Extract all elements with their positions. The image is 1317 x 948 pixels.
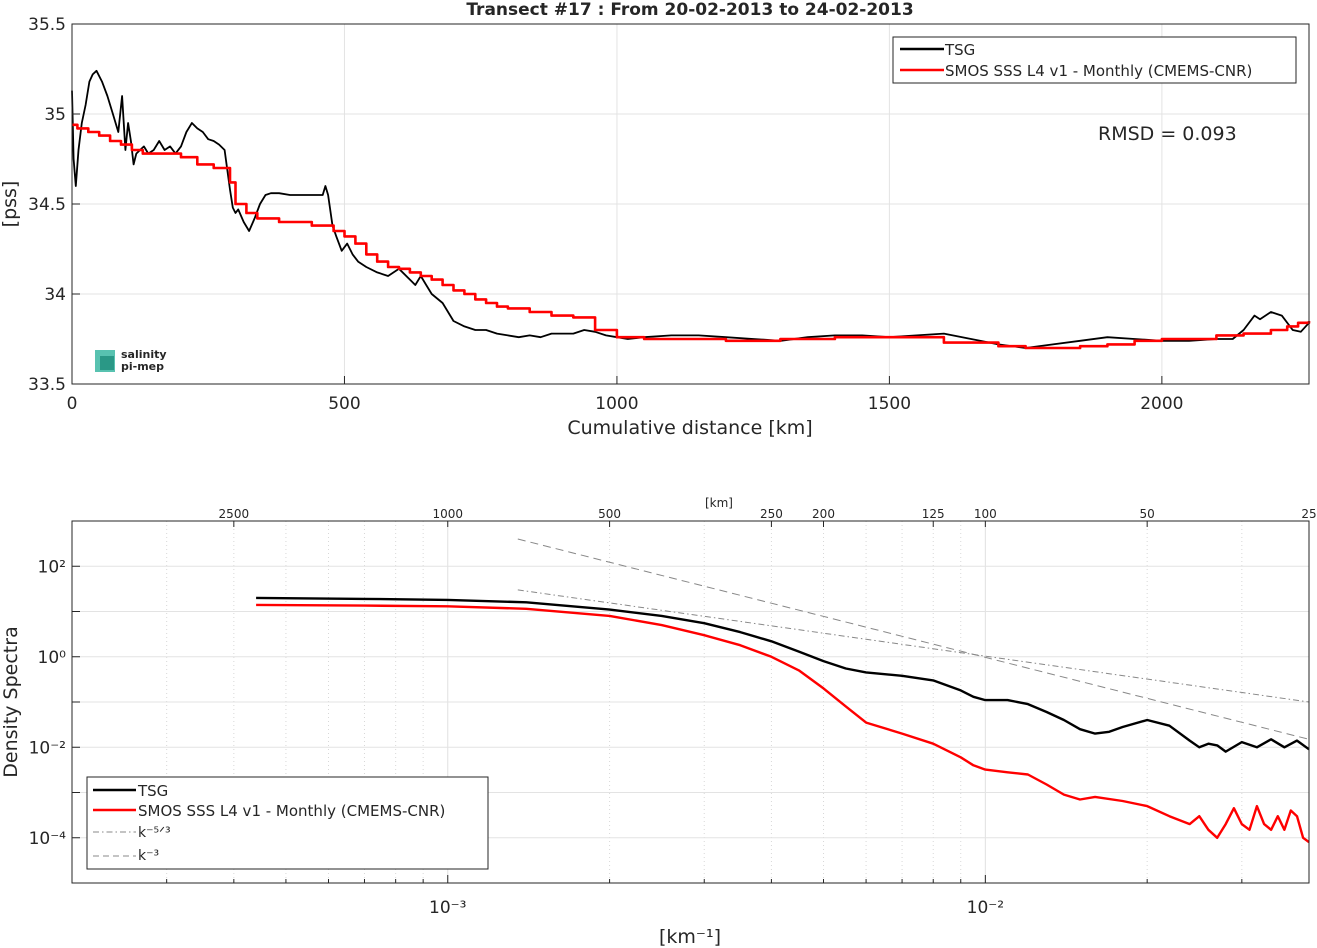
density-spectra-chart: 10⁻³ 10⁻² 10⁻⁴ 10⁻² 10⁰ 10² 2500 1000 500 250 200 1… — [0, 496, 1317, 948]
chart1-legend: TSG SMOS SSS L4 v1 - Monthly (CMEMS-CNR) — [892, 36, 1297, 84]
chart1-series-1-line — [72, 123, 1311, 350]
chart2-legend-label-tsg: TSG — [137, 782, 168, 800]
chart2-top-tick-label: 50 — [1140, 507, 1155, 521]
rmsd-annotation: RMSD = 0.093 — [1098, 123, 1237, 145]
chart2-y-tick-label: 10⁰ — [38, 648, 67, 668]
chart2-top-tick-label: 100 — [974, 507, 997, 521]
logo-line-2: pi-mep — [121, 360, 164, 373]
chart2-top-tick-label: 250 — [760, 507, 783, 521]
chart2-series-1-line — [256, 603, 1310, 844]
chart2-legend: TSG SMOS SSS L4 v1 - Monthly (CMEMS-CNR)… — [86, 776, 489, 870]
chart1-x-tick-label: 1500 — [868, 394, 911, 414]
chart2-series-3-line — [517, 538, 1310, 740]
chart1-ylabel: [pss] — [0, 181, 21, 228]
salinity-pi-mep-logo: salinity pi-mep — [95, 348, 167, 373]
chart1-ticks: 0 500 1000 1500 2000 33.5 34 34.5 35 35.5 — [28, 15, 1183, 414]
chart1-x-tick-label: 0 — [67, 394, 78, 414]
chart1-y-tick-label: 34 — [44, 285, 66, 305]
chart2-y-tick-label: 10² — [38, 557, 66, 577]
chart1-grid — [72, 24, 1309, 384]
chart2-legend-label-k3: k⁻³ — [138, 848, 159, 864]
chart2-grid — [72, 521, 1309, 883]
chart1-y-tick-label: 33.5 — [28, 375, 66, 395]
chart1-x-tick-label: 2000 — [1140, 394, 1183, 414]
chart1-legend-label-smos: SMOS SSS L4 v1 - Monthly (CMEMS-CNR) — [945, 62, 1252, 80]
salinity-transect-chart: Transect #17 : From 20-02-2013 to 24-02-… — [0, 0, 1311, 439]
chart1-y-tick-label: 35.5 — [28, 15, 66, 35]
chart2-legend-label-k53: k⁻⁵ᐟ³ — [138, 825, 171, 841]
chart2-y-tick-label: 10⁻² — [29, 738, 66, 758]
chart1-x-tick-label: 1000 — [595, 394, 638, 414]
chart2-top-tick-label: 200 — [812, 507, 835, 521]
chart2-top-tick-label: 1000 — [432, 507, 463, 521]
chart2-top-tick-label: 25 — [1301, 507, 1316, 521]
logo-mark-shade — [100, 356, 114, 370]
chart2-ylabel: Density Spectra — [0, 626, 22, 777]
chart2-top-tick-label: 125 — [922, 507, 945, 521]
chart2-series-2-line — [517, 589, 1310, 703]
chart2-series — [256, 538, 1310, 844]
chart1-title: Transect #17 : From 20-02-2013 to 24-02-… — [466, 0, 913, 20]
chart1-xlabel: Cumulative distance [km] — [567, 417, 812, 439]
chart2-x-tick-label: 10⁻² — [967, 898, 1004, 918]
chart1-x-tick-label: 500 — [328, 394, 360, 414]
chart2-y-tick-label: 10⁻⁴ — [29, 829, 67, 849]
chart1-legend-label-tsg: TSG — [944, 41, 975, 59]
chart1-y-tick-label: 35 — [44, 105, 66, 125]
chart1-y-tick-label: 34.5 — [28, 195, 66, 215]
logo-line-1: salinity — [121, 348, 167, 361]
chart2-top-tick-label: 500 — [598, 507, 621, 521]
chart2-x-tick-label: 10⁻³ — [429, 898, 466, 918]
chart2-top-tick-label: 2500 — [219, 507, 250, 521]
chart2-top-axis-label: [km] — [705, 496, 733, 510]
chart2-xlabel: [km⁻¹] — [659, 926, 721, 948]
chart1-series — [71, 69, 1311, 350]
chart2-legend-label-smos: SMOS SSS L4 v1 - Monthly (CMEMS-CNR) — [138, 802, 445, 820]
chart2-ticks: 10⁻³ 10⁻² 10⁻⁴ 10⁻² 10⁰ 10² 2500 1000 500 250 200 1… — [29, 507, 1317, 918]
chart2-series-0-line — [256, 596, 1310, 753]
chart2-legend-box — [86, 776, 489, 870]
chart1-legend-box — [892, 36, 1297, 84]
